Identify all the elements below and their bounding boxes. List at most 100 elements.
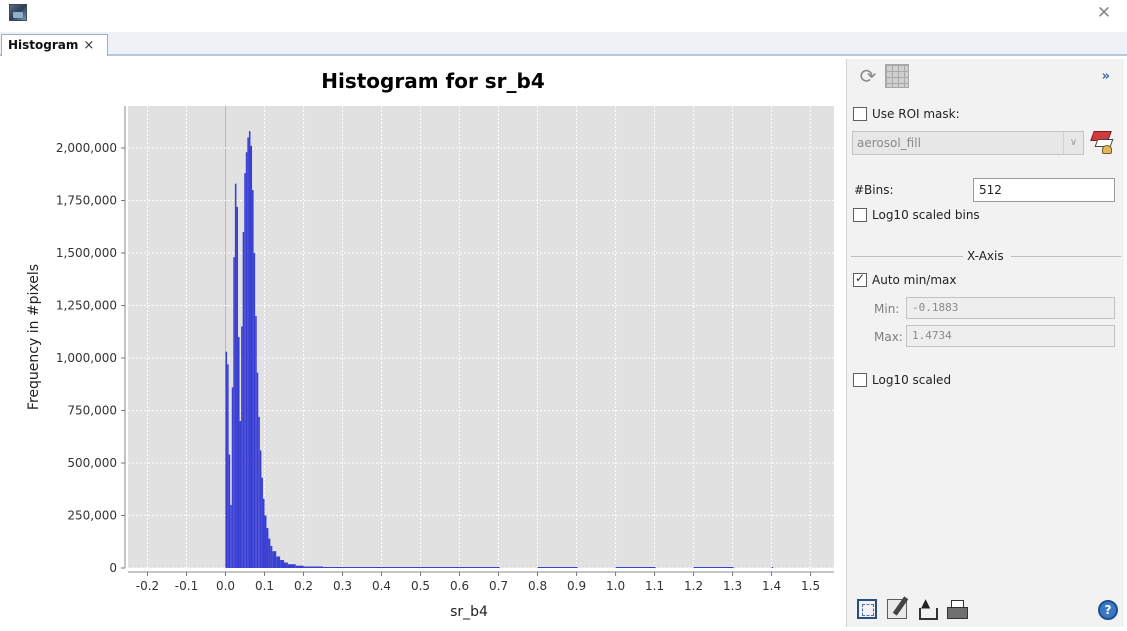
histogram-bar (295, 565, 304, 568)
histogram-bar (284, 562, 288, 568)
chart-area: Histogram for sr_b4 0 250,000 500,000 750,0… (3, 59, 846, 627)
x-tick-label: 0.6 (450, 579, 469, 593)
expand-panel-button[interactable]: » (1101, 69, 1110, 84)
x-tick-label: 0.0 (216, 579, 235, 593)
x-tick-label: 0.9 (567, 579, 586, 593)
histogram-bar (264, 515, 267, 568)
histogram-bar (303, 566, 324, 568)
y-tick-label: 0 (109, 561, 117, 575)
log10-scaled-bins-checkbox[interactable] (853, 208, 867, 222)
x-tick-labels: -0.2 -0.1 0.0 0.1 0.2 0.3 0.4 0.5 0.6 0.7 0.8 0.9 1.… (136, 572, 820, 593)
histogram-bar (266, 528, 269, 568)
x-tick-label: 0.4 (372, 579, 391, 593)
histogram-bar (615, 567, 656, 568)
histogram-bar (255, 316, 257, 568)
histogram-bar (280, 560, 285, 568)
histogram-bar (420, 567, 460, 568)
y-tick-labels: 0 250,000 500,000 750,000 1,000,000 1,250,000… (56, 141, 125, 575)
max-field[interactable]: 1.4734 (906, 325, 1115, 347)
x-tick-label: 1.4 (762, 579, 781, 593)
options-panel: ⟳ » Use ROI mask: aerosol_fill ∨ #Bins: … (846, 59, 1124, 627)
tab-strip: Histogram × (0, 32, 1127, 56)
x-axis-separator (851, 256, 963, 257)
x-tick-label: 1.0 (606, 579, 625, 593)
histogram-bar (233, 257, 235, 568)
histogram-bar (323, 567, 343, 568)
histogram-bar (252, 190, 254, 568)
log10-scaled-bins-label: Log10 scaled bins (872, 208, 980, 222)
histogram-bar (287, 564, 296, 568)
histogram-bar (268, 538, 271, 568)
histogram-bar (236, 206, 238, 569)
x-tick-label: 0.2 (294, 579, 313, 593)
export-icon[interactable] (917, 596, 938, 620)
histogram-bar (239, 421, 242, 568)
y-tick-label: 1,750,000 (56, 194, 117, 208)
log10-scaled-label: Log10 scaled (872, 373, 952, 387)
close-icon[interactable]: ✕ (1096, 3, 1112, 23)
histogram-bar (459, 567, 500, 568)
tab-close-icon[interactable]: × (83, 38, 95, 53)
histogram-bar (693, 567, 734, 568)
max-label: Max: (874, 330, 903, 344)
edit-chart-icon[interactable] (887, 599, 907, 619)
roi-mask-value: aerosol_fill (857, 136, 921, 150)
refresh-icon[interactable]: ⟳ (859, 64, 877, 88)
histogram-bar (258, 416, 260, 568)
histogram-bar (225, 351, 228, 568)
roi-mask-select[interactable]: aerosol_fill ∨ (852, 131, 1084, 155)
histogram-bar (771, 567, 774, 568)
bins-label: #Bins: (854, 183, 894, 197)
histogram-bar (261, 477, 263, 568)
x-tick-label: 0.3 (333, 579, 352, 593)
y-tick-label: 1,250,000 (56, 299, 117, 313)
x-tick-label: 1.1 (645, 579, 664, 593)
histogram-bar (342, 567, 382, 568)
zoom-all-icon[interactable] (857, 599, 877, 619)
use-roi-mask-checkbox[interactable] (853, 107, 867, 121)
y-tick-label: 500,000 (67, 456, 117, 470)
histogram-bar (241, 326, 243, 568)
histogram-bar (250, 145, 253, 568)
table-icon[interactable] (885, 64, 909, 88)
histogram-bar (270, 545, 273, 568)
y-tick-label: 250,000 (67, 509, 117, 523)
tab-histogram[interactable]: Histogram × (1, 34, 108, 56)
min-field[interactable]: -0.1883 (906, 297, 1115, 319)
x-axis-separator (1011, 256, 1121, 257)
histogram-bar (262, 498, 265, 568)
histogram-bar (259, 450, 262, 568)
y-tick-label: 1,000,000 (56, 351, 117, 365)
histogram-bar (227, 364, 229, 568)
histogram-bar (242, 232, 245, 568)
histogram-bar (231, 387, 234, 568)
histogram-bar (244, 173, 246, 568)
x-tick-label: -0.1 (175, 579, 198, 593)
use-roi-mask-label: Use ROI mask: (872, 107, 960, 121)
y-tick-label: 2,000,000 (56, 141, 117, 155)
log10-scaled-checkbox[interactable] (853, 373, 867, 387)
histogram-bar (237, 337, 240, 568)
bins-input[interactable]: 512 (973, 178, 1115, 202)
chevron-down-icon: ∨ (1063, 132, 1083, 154)
x-tick-label: 1.3 (723, 579, 742, 593)
print-icon[interactable] (947, 599, 968, 619)
histogram-bar (256, 372, 259, 568)
help-icon[interactable]: ? (1098, 600, 1118, 620)
app-logo-icon (9, 4, 27, 21)
histogram-bar (234, 183, 237, 568)
mask-manager-icon[interactable] (1090, 129, 1116, 155)
chart-title: Histogram for sr_b4 (321, 69, 545, 93)
histogram-bar (230, 505, 232, 568)
x-tick-label: -0.2 (136, 579, 159, 593)
histogram-bar (247, 137, 249, 568)
min-label: Min: (874, 302, 900, 316)
x-tick-label: 1.5 (801, 579, 820, 593)
histogram-bar (537, 567, 578, 568)
histogram-bar (272, 551, 277, 568)
auto-minmax-checkbox[interactable] (853, 271, 867, 287)
x-tick-label: 0.5 (411, 579, 430, 593)
x-tick-label: 0.1 (255, 579, 274, 593)
y-tick-label: 1,500,000 (56, 246, 117, 260)
histogram-bar (381, 567, 421, 568)
